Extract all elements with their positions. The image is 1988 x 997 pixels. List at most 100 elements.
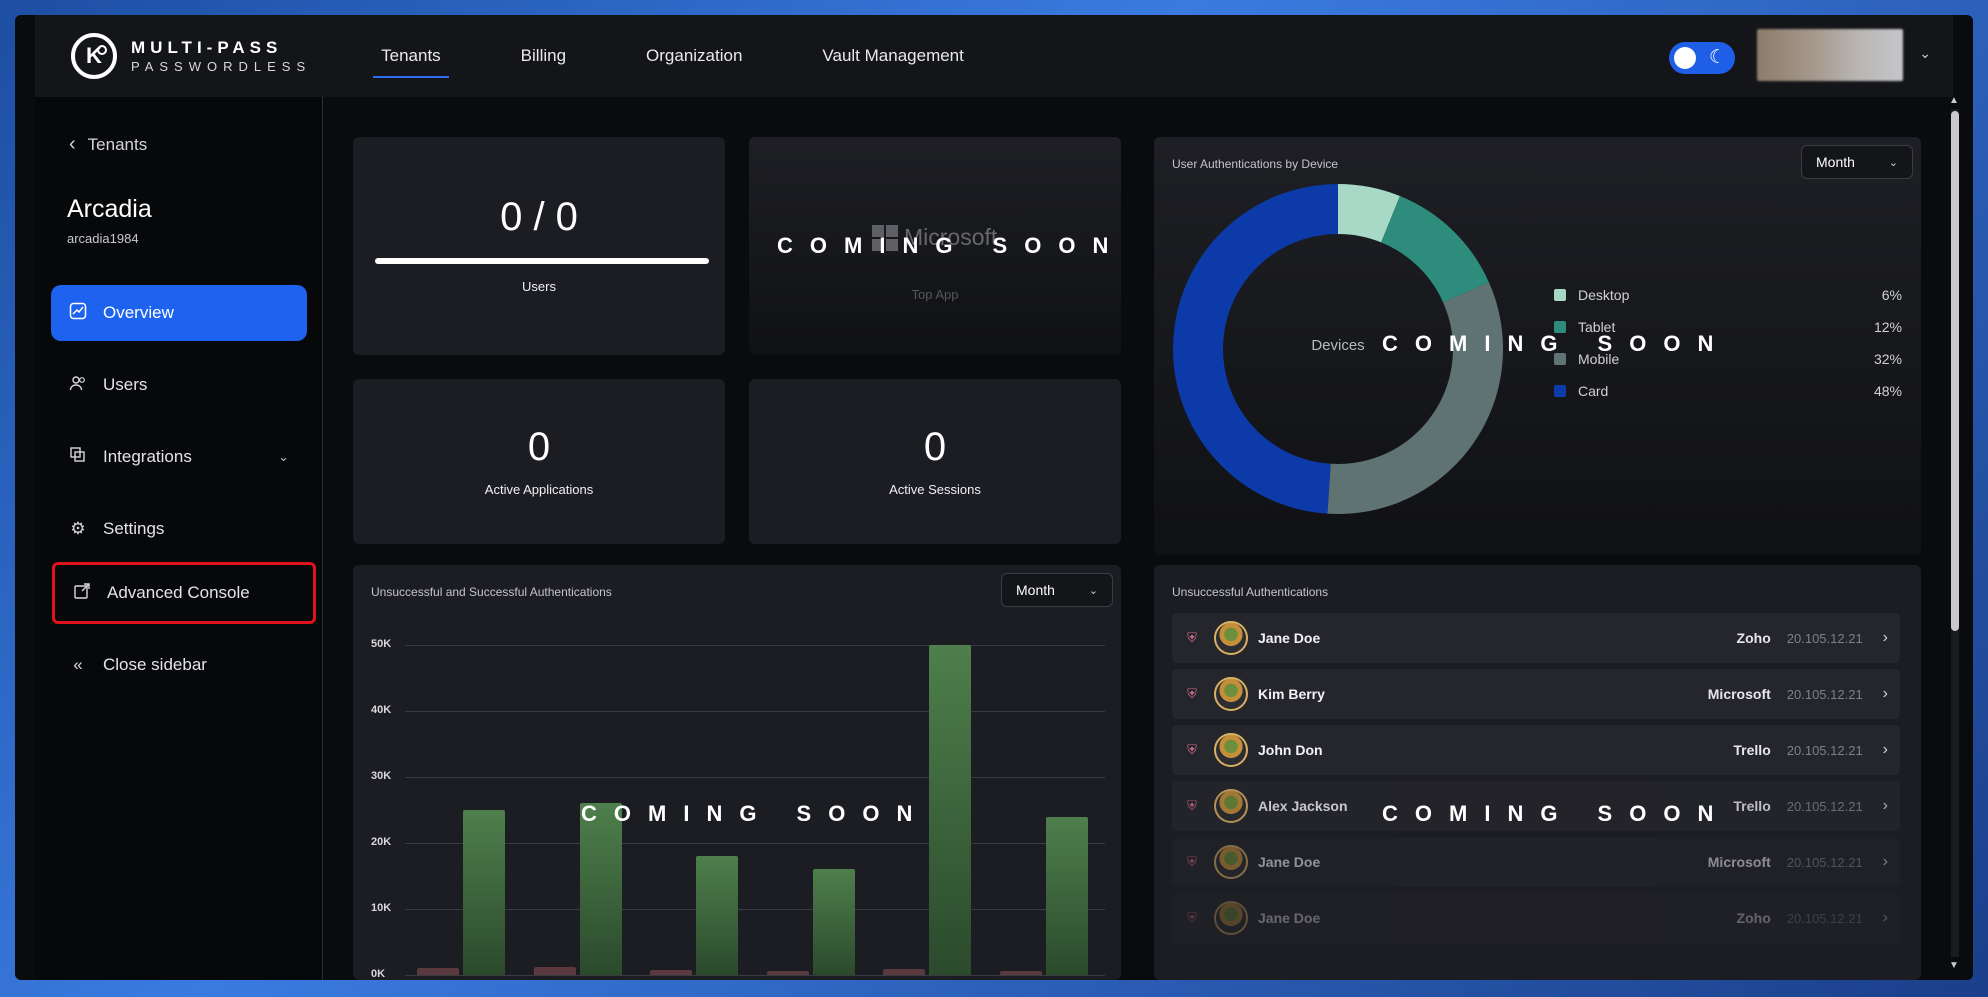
avatar bbox=[1214, 621, 1248, 655]
successful-bar bbox=[1045, 816, 1088, 975]
shield-x-icon: ⛨ bbox=[1187, 910, 1197, 925]
auth-user-name: Jane Doe bbox=[1258, 630, 1321, 646]
device-chart-panel: User Authentications by Device Month ⌄ D… bbox=[1154, 137, 1921, 555]
shield-x-icon: ⛨ bbox=[1187, 742, 1197, 757]
sidebar-divider bbox=[322, 97, 323, 707]
nav-organization[interactable]: Organization bbox=[646, 46, 743, 65]
shield-x-icon: ⛨ bbox=[1187, 686, 1197, 701]
grid-line bbox=[405, 645, 1105, 646]
close-sidebar-button[interactable]: « Close sidebar bbox=[51, 637, 307, 693]
scroll-up-icon[interactable]: ▲ bbox=[1949, 95, 1959, 106]
successful-bar bbox=[812, 869, 855, 975]
main-nav: Tenants Billing Organization Vault Manag… bbox=[373, 15, 1036, 97]
nav-tenants[interactable]: Tenants bbox=[373, 40, 449, 78]
coming-soon-overlay: COMING SOON bbox=[777, 233, 1121, 258]
successful-bar bbox=[579, 803, 622, 975]
active-sessions-label: Active Sessions bbox=[889, 482, 981, 497]
users-icon bbox=[67, 374, 89, 397]
chevron-down-icon: ⌄ bbox=[1088, 584, 1098, 597]
auth-chart-title: Unsuccessful and Successful Authenticati… bbox=[371, 585, 612, 599]
user-avatar[interactable] bbox=[1757, 29, 1903, 81]
users-count: 0 / 0 bbox=[500, 195, 578, 239]
auth-row[interactable]: ⛨ John Don Trello 20.105.12.21 › bbox=[1172, 725, 1900, 775]
auth-app-name: Microsoft bbox=[1707, 854, 1771, 870]
legend-value: 48% bbox=[1873, 383, 1902, 399]
scroll-down-icon[interactable]: ▼ bbox=[1949, 960, 1959, 971]
active-apps-label: Active Applications bbox=[484, 482, 594, 497]
grid-line bbox=[405, 843, 1105, 844]
sidebar-item-integrations[interactable]: Integrations ⌄ bbox=[51, 429, 307, 485]
device-donut-chart bbox=[1173, 184, 1503, 514]
device-panel-title: User Authentications by Device bbox=[1172, 157, 1339, 171]
chevron-right-icon: › bbox=[1882, 909, 1888, 926]
users-label: Users bbox=[522, 279, 556, 294]
sidebar: ‹ Tenants Arcadia arcadia1984 Overview U… bbox=[35, 97, 323, 980]
top-app-card: Microsoft Top App COMING SOON bbox=[749, 137, 1121, 355]
coming-soon-overlay: COMING SOON bbox=[1382, 331, 1731, 356]
auth-row[interactable]: ⛨ Alex Jackson Trello 20.105.12.21 › bbox=[1172, 781, 1900, 831]
sidebar-item-users[interactable]: Users bbox=[51, 357, 307, 413]
coming-soon-overlay: COMING SOON bbox=[1382, 801, 1731, 826]
y-tick-label: 30K bbox=[371, 770, 392, 782]
auth-app-name: Zoho bbox=[1736, 910, 1771, 926]
brand-logo[interactable]: K MULTI-PASS PASSWORDLESS bbox=[71, 33, 311, 79]
failed-panel-title: Unsuccessful Authentications bbox=[1172, 585, 1329, 599]
unsuccessful-bar bbox=[533, 967, 576, 975]
legend-label: Mobile bbox=[1578, 351, 1620, 367]
top-app-label: Top App bbox=[911, 287, 959, 302]
auth-user-name: Alex Jackson bbox=[1258, 798, 1348, 814]
active-sessions-card: 0 Active Sessions bbox=[749, 379, 1121, 544]
auth-ip-address: 20.105.12.21 bbox=[1786, 742, 1863, 758]
double-chevron-left-icon: « bbox=[73, 655, 83, 674]
toggle-knob bbox=[1674, 47, 1696, 69]
y-tick-label: 50K bbox=[371, 638, 392, 650]
microsoft-icon bbox=[872, 224, 898, 251]
theme-toggle[interactable]: ☾ bbox=[1669, 42, 1735, 74]
unsuccessful-bar bbox=[417, 968, 459, 975]
scroll-thumb[interactable] bbox=[1951, 111, 1959, 631]
auth-app-name: Trello bbox=[1733, 798, 1771, 814]
sidebar-item-label: Settings bbox=[103, 519, 165, 538]
auth-app-name: Trello bbox=[1733, 742, 1771, 758]
auth-ip-address: 20.105.12.21 bbox=[1786, 854, 1863, 870]
auth-period-select[interactable]: Month ⌄ bbox=[1001, 573, 1113, 607]
sidebar-item-label: Advanced Console bbox=[107, 583, 250, 602]
auth-row[interactable]: ⛨ Jane Doe Zoho 20.105.12.21 › bbox=[1172, 893, 1900, 943]
sidebar-item-overview[interactable]: Overview bbox=[51, 285, 307, 341]
nav-vault-management[interactable]: Vault Management bbox=[822, 46, 964, 65]
sidebar-item-label: Integrations bbox=[103, 447, 192, 466]
chevron-down-icon[interactable]: ⌄ bbox=[1919, 45, 1931, 61]
brand-tagline: PASSWORDLESS bbox=[131, 59, 312, 74]
active-apps-card: 0 Active Applications bbox=[353, 379, 725, 544]
moon-icon: ☾ bbox=[1708, 47, 1726, 68]
y-tick-label: 0K bbox=[371, 968, 386, 980]
auth-row[interactable]: ⛨ Jane Doe Microsoft 20.105.12.21 › bbox=[1172, 837, 1900, 887]
legend-swatch bbox=[1554, 289, 1566, 301]
sidebar-item-label: Users bbox=[103, 375, 148, 394]
sidebar-item-label: Overview bbox=[103, 303, 174, 322]
sidebar-item-settings[interactable]: ⚙ Settings bbox=[51, 501, 307, 557]
page-scrollbar[interactable]: ▲ ▼ bbox=[1949, 95, 1959, 971]
successful-bar bbox=[463, 810, 505, 975]
sidebar-item-advanced-console[interactable]: Advanced Console bbox=[52, 562, 316, 624]
back-to-tenants[interactable]: ‹ Tenants bbox=[69, 133, 147, 156]
auth-row[interactable]: ⛨ Jane Doe Zoho 20.105.12.21 › bbox=[1172, 613, 1900, 663]
avatar bbox=[1214, 901, 1248, 935]
auth-ip-address: 20.105.12.21 bbox=[1786, 798, 1863, 814]
auth-chart-panel: Unsuccessful and Successful Authenticati… bbox=[353, 565, 1121, 980]
users-stat-card: 0 / 0 Users bbox=[353, 137, 725, 355]
device-period-select[interactable]: Month ⌄ bbox=[1801, 145, 1913, 179]
grid-line bbox=[405, 975, 1105, 976]
users-progress-bar bbox=[375, 258, 709, 264]
select-value: Month bbox=[1816, 154, 1855, 170]
chevron-right-icon: › bbox=[1882, 685, 1888, 702]
donut-slice-tablet bbox=[1381, 196, 1489, 303]
legend-item-tablet: Tablet 12% bbox=[1554, 319, 1902, 335]
app-window: K MULTI-PASS PASSWORDLESS Tenants Billin… bbox=[15, 15, 1973, 980]
nav-billing[interactable]: Billing bbox=[520, 46, 567, 65]
legend-swatch bbox=[1554, 353, 1566, 365]
chevron-left-icon: ‹ bbox=[69, 133, 76, 155]
auth-ip-address: 20.105.12.21 bbox=[1786, 910, 1863, 926]
auth-row[interactable]: ⛨ Kim Berry Microsoft 20.105.12.21 › bbox=[1172, 669, 1900, 719]
select-value: Month bbox=[1016, 582, 1055, 598]
